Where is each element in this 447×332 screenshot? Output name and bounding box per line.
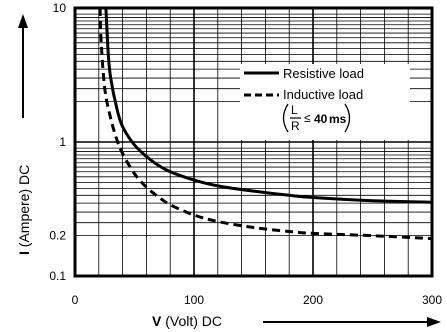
x-tick-label: 100 (184, 293, 204, 307)
y-axis-arrowhead (18, 14, 28, 28)
series-line-resistive-load (104, 7, 433, 204)
lr-annotation: L R ≤ 40 ms (282, 103, 351, 133)
legend-label-resistive: Resistive load (283, 66, 364, 81)
tick-labels: 0 100 200 300 0.1 0.2 1 10 (49, 1, 442, 307)
legend: Resistive load Inductive load (240, 64, 410, 140)
y-axis-title-bold: I (16, 251, 32, 255)
lr-unit: ms (329, 112, 347, 126)
x-axis-title-group: V (Volt) DC (152, 313, 441, 329)
legend-label-inductive: Inductive load (283, 87, 363, 102)
y-tick-label: 0.1 (49, 269, 66, 283)
plot-frame (73, 6, 434, 278)
lr-relation: ≤ (304, 111, 311, 125)
y-axis-title: I (Ampere) DC (16, 165, 32, 255)
x-axis-title-bold: V (152, 313, 162, 329)
lr-open-paren (282, 103, 289, 133)
lr-value: 40 (314, 112, 328, 126)
legend-background (240, 64, 410, 140)
x-axis-title-rest: (Volt) DC (161, 313, 222, 329)
x-axis-title: V (Volt) DC (152, 313, 222, 329)
y-tick-label: 1 (59, 135, 66, 149)
lr-close-paren (344, 103, 351, 133)
x-tick-label: 200 (303, 293, 323, 307)
x-tick-label: 0 (72, 293, 79, 307)
x-axis-arrowhead (427, 317, 441, 327)
y-tick-label: 0.2 (49, 229, 66, 243)
lr-denominator: R (291, 119, 300, 133)
lr-numerator: L (291, 103, 298, 117)
y-axis-title-group: I (Ampere) DC (16, 14, 32, 255)
y-tick-label: 10 (53, 1, 67, 15)
y-axis-title-rest: (Ampere) DC (16, 165, 32, 251)
x-tick-label: 300 (422, 293, 442, 307)
series-layer (98, 7, 433, 241)
